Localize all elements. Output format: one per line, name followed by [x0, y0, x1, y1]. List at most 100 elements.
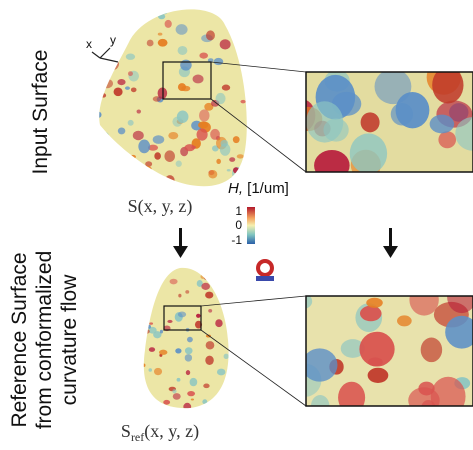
curvature-spot	[115, 19, 119, 22]
curvature-spot	[164, 150, 175, 162]
curvature-spot	[149, 347, 155, 352]
curvature-spot	[139, 8, 143, 13]
row-label: Reference Surface	[8, 252, 31, 427]
curvature-spot	[224, 17, 234, 25]
colorbar-tick: -1	[231, 233, 242, 247]
curvature-spot	[208, 309, 212, 313]
curvature-spot	[205, 261, 213, 269]
axis-label: y	[110, 33, 116, 47]
curvature-spot	[117, 42, 126, 48]
curvature-spot	[431, 377, 466, 416]
curvature-spot	[159, 8, 168, 14]
colorbar-title: H, [1/um]	[228, 180, 289, 197]
curvature-spot	[220, 143, 231, 155]
curvature-spot	[368, 368, 389, 383]
curvature-spot	[138, 16, 145, 21]
curvature-spot	[235, 24, 242, 30]
curvature-spot	[93, 144, 105, 155]
curvature-spot	[187, 262, 195, 269]
curvature-spot	[101, 93, 106, 97]
curvature-spot	[172, 389, 176, 393]
curvature-spot	[186, 370, 190, 375]
curvature-spot	[178, 46, 188, 55]
curvature-spot	[195, 263, 202, 269]
curvature-spot	[359, 332, 394, 367]
colorbar	[247, 207, 255, 244]
curvature-spot	[185, 347, 193, 354]
curvature-spot	[206, 30, 215, 40]
curvature-spot	[215, 319, 222, 327]
curvature-spot	[245, 146, 254, 156]
curvature-spot	[438, 131, 456, 148]
curvature-spot	[96, 112, 102, 118]
curvature-spot	[216, 93, 226, 104]
curvature-spot	[361, 112, 380, 132]
curvature-spot	[216, 159, 221, 164]
curvature-spot	[360, 306, 382, 322]
zoom-panel	[288, 280, 473, 418]
curvature-spot	[95, 133, 102, 141]
curvature-spot	[133, 131, 144, 140]
curvature-spot	[175, 348, 181, 353]
curvature-spot	[430, 115, 455, 134]
curvature-spot	[213, 261, 220, 268]
curvature-spot	[169, 182, 177, 191]
curvature-spot	[143, 329, 150, 334]
curvature-spot	[167, 320, 172, 323]
curvature-spot	[240, 27, 245, 32]
curvature-spot	[160, 330, 163, 334]
curvature-spot	[149, 322, 153, 324]
curvature-spot	[191, 399, 194, 401]
curvature-spot	[131, 87, 137, 92]
axis-label: x	[86, 37, 92, 51]
curvature-spot	[138, 180, 145, 187]
curvature-spot	[153, 135, 165, 144]
curvature-spot	[201, 283, 210, 290]
curvature-spot	[138, 140, 150, 154]
curvature-spot	[165, 175, 174, 185]
curvature-spot	[233, 136, 240, 143]
curvature-spot	[158, 39, 168, 47]
curvature-spot	[115, 23, 125, 34]
curvature-spot	[229, 397, 233, 402]
curvature-spot	[180, 60, 192, 71]
curvature-spot	[185, 290, 189, 294]
curvature-spot	[220, 39, 231, 49]
curvature-spot	[193, 75, 204, 84]
curvature-spot	[196, 314, 201, 318]
curvature-spot	[117, 79, 125, 85]
input-surface	[90, 0, 260, 200]
curvature-spot	[208, 170, 217, 179]
curvature-spot	[147, 40, 154, 47]
curvature-spot	[375, 69, 412, 104]
curvature-spot	[199, 109, 209, 121]
curvature-spot	[173, 393, 181, 400]
curvature-spot	[127, 13, 135, 18]
curvature-spot	[205, 356, 214, 365]
formula: Sref(x, y, z)	[121, 421, 199, 444]
curvature-spot	[128, 120, 134, 126]
curvature-spot	[147, 325, 151, 329]
colorbar-tick: 1	[235, 204, 242, 218]
curvature-spot	[155, 263, 164, 269]
curvature-spot	[240, 59, 244, 62]
curvature-spot	[139, 279, 148, 289]
curvature-spot	[306, 101, 343, 142]
curvature-spot	[112, 161, 119, 166]
curvature-spot	[350, 133, 387, 173]
curvature-spot	[141, 297, 150, 303]
curvature-spot	[366, 298, 383, 308]
curvature-spot	[409, 284, 438, 315]
curvature-spot	[95, 20, 107, 29]
curvature-spot	[206, 341, 215, 349]
curvature-spot	[217, 369, 225, 376]
curvature-spot	[168, 132, 178, 139]
curvature-spot	[218, 276, 225, 283]
curvature-spot	[224, 354, 229, 359]
curvature-spot	[172, 117, 182, 127]
curvature-spot	[237, 154, 244, 158]
curvature-spot	[142, 363, 145, 367]
curvature-spot	[224, 385, 227, 388]
formula-symbol: S	[121, 421, 131, 441]
curvature-spot	[202, 399, 207, 404]
